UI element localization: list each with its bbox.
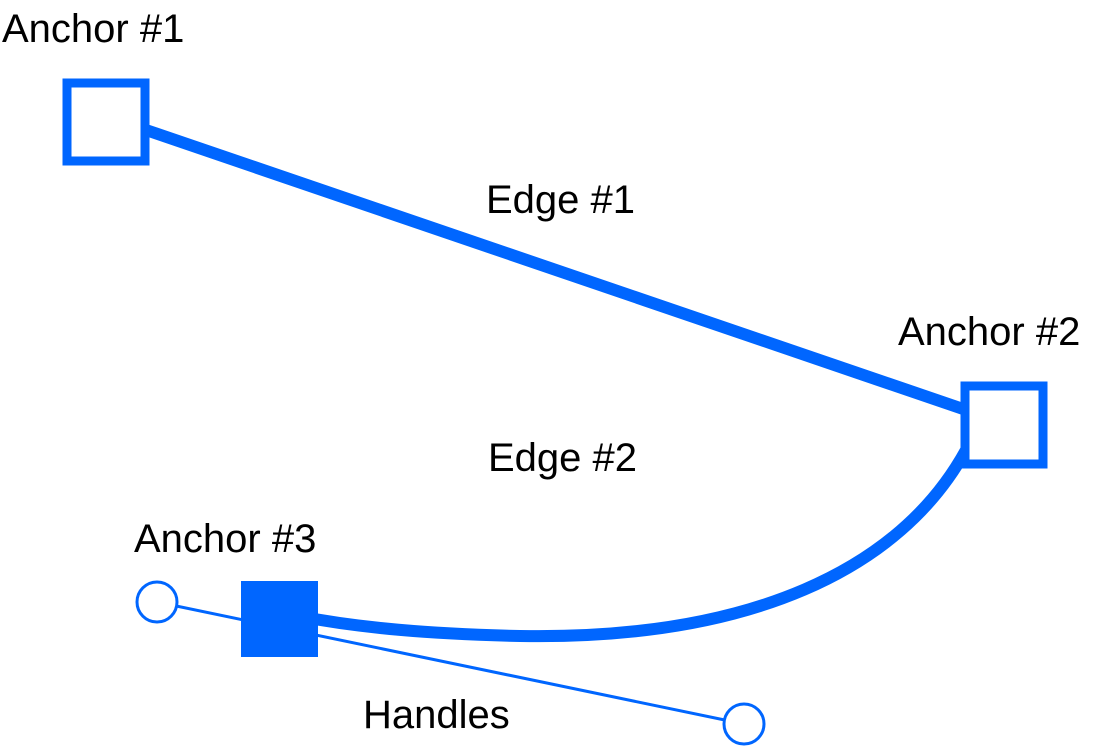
anchor-2-label: Anchor #2 <box>898 310 1080 354</box>
anchor-3-label: Anchor #3 <box>134 517 316 561</box>
anchor-1-label: Anchor #1 <box>2 7 184 51</box>
handles-label: Handles <box>363 693 510 737</box>
edge-2-label: Edge #2 <box>488 436 637 480</box>
edge-1-line <box>144 124 968 416</box>
anchor-2-square[interactable] <box>960 381 1048 469</box>
anchor-3-square-selected[interactable] <box>241 581 318 657</box>
handle-point-right[interactable] <box>722 702 766 746</box>
anchor-1-square[interactable] <box>62 78 150 166</box>
handle-point-left[interactable] <box>135 580 179 624</box>
edge-2-curve <box>296 447 972 643</box>
edge-1-label: Edge #1 <box>486 178 635 222</box>
